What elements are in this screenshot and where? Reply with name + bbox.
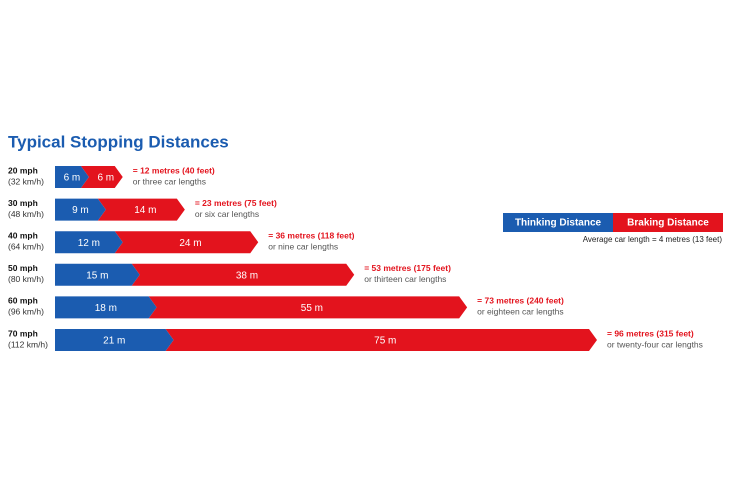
legend-label: Braking Distance <box>627 218 709 229</box>
bar-segment <box>148 296 468 319</box>
bar-segment <box>55 296 157 319</box>
category-sublabel: (64 km/h) <box>8 241 44 251</box>
legend-label: Thinking Distance <box>515 218 602 229</box>
chart-title: Typical Stopping Distances <box>8 132 229 151</box>
bar-segment <box>131 263 355 286</box>
value-label: 21 m <box>103 336 125 347</box>
value-label: 9 m <box>72 205 89 216</box>
bar-segment <box>80 166 123 188</box>
value-label: 6 m <box>64 173 81 184</box>
value-label: 24 m <box>179 238 201 249</box>
bar-segment <box>55 329 174 351</box>
bar-segment <box>97 198 185 221</box>
car-length-label: or six car lengths <box>195 209 259 219</box>
car-length-label: or eighteen car lengths <box>477 307 563 317</box>
car-length-label: or twenty-four car lengths <box>607 339 703 349</box>
value-label: 14 m <box>134 205 156 216</box>
total-label: = 73 metres (240 feet) <box>477 296 564 306</box>
category-sublabel: (96 km/h) <box>8 307 44 317</box>
total-label: = 12 metres (40 feet) <box>133 165 215 175</box>
note: Average car length = 4 metres (13 feet) <box>583 235 723 244</box>
value-label: 6 m <box>97 173 114 184</box>
category-label: 60 mph <box>8 296 38 306</box>
category-label: 40 mph <box>8 230 38 240</box>
value-label: 75 m <box>374 336 396 347</box>
value-label: 18 m <box>95 303 117 314</box>
value-label: 55 m <box>301 303 323 314</box>
bar-segment <box>55 263 140 286</box>
total-label: = 53 metres (175 feet) <box>364 263 451 273</box>
bar-segment <box>55 166 89 188</box>
bar-segment <box>55 198 106 221</box>
value-label: 15 m <box>86 270 108 281</box>
category-sublabel: (80 km/h) <box>8 274 44 284</box>
category-sublabel: (48 km/h) <box>8 209 44 219</box>
legend-swatch <box>613 213 723 232</box>
total-label: = 96 metres (315 feet) <box>607 328 694 338</box>
bar-segment <box>55 231 123 254</box>
value-label: 38 m <box>236 270 258 281</box>
car-length-label: or three car lengths <box>133 176 206 186</box>
category-sublabel: (32 km/h) <box>8 176 44 186</box>
total-label: = 23 metres (75 feet) <box>195 198 277 208</box>
category-label: 20 mph <box>8 165 38 175</box>
value-label: 12 m <box>78 238 100 249</box>
category-sublabel: (112 km/h) <box>8 339 48 349</box>
category-label: 30 mph <box>8 198 38 208</box>
category-label: 50 mph <box>8 263 38 273</box>
total-label: = 36 metres (118 feet) <box>268 230 354 240</box>
bar-segment <box>165 329 597 351</box>
car-length-label: or thirteen car lengths <box>364 274 446 284</box>
bar-segment <box>114 231 259 254</box>
car-length-label: or nine car lengths <box>268 241 338 251</box>
category-label: 70 mph <box>8 328 38 338</box>
legend-swatch <box>503 213 613 232</box>
